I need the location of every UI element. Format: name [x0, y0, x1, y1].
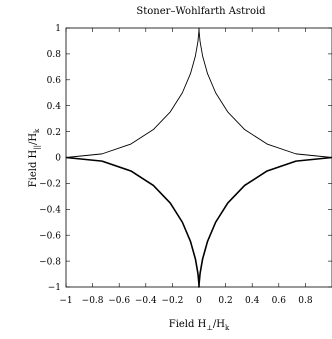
- series-line-lower: [65, 156, 332, 288]
- y-axis-label-slash: /H: [28, 133, 39, 145]
- y-tick-labels: −1 −0.8 −0.6 −0.4 −0.2 0 0.2 0.4 0.6 0.8 1: [39, 24, 61, 293]
- y-tick-label: 0.4: [47, 102, 62, 112]
- y-tick-label: −0.4: [39, 206, 61, 216]
- x-tick-label: −1: [59, 296, 72, 306]
- y-tick-label: −0.2: [39, 180, 61, 190]
- y-tick-label: 0.2: [47, 128, 61, 138]
- x-axis-label-sub2: k: [225, 324, 230, 332]
- x-tick-labels: −1 −0.8 −0.6 −0.4 −0.2 0 0.2 0.4 0.6 0.8: [59, 296, 312, 306]
- x-tick-label: −0.4: [135, 296, 157, 306]
- y-axis-label-sub: ||: [33, 145, 41, 150]
- chart-title: Stoner–Wohlfarth Astroid: [136, 6, 266, 17]
- y-tick-label: −1: [48, 283, 61, 293]
- x-tick-label: 0.8: [298, 296, 313, 306]
- x-tick-label: −0.8: [82, 296, 104, 306]
- y-tick-label: −0.8: [39, 257, 61, 267]
- y-tick-label: 0: [55, 154, 61, 164]
- y-axis-label-sub2: k: [33, 128, 41, 133]
- x-tick-label: −0.6: [108, 296, 130, 306]
- x-tick-label: −0.2: [161, 296, 183, 306]
- y-tick-label: −0.6: [39, 231, 61, 241]
- x-axis-label: Field H⊥/Hk: [169, 319, 230, 332]
- x-axis-label-sub: ⊥: [206, 324, 213, 332]
- y-tick-label: 1: [55, 24, 61, 34]
- axis-ticks: [65, 27, 332, 288]
- y-tick-label: 0.6: [47, 76, 62, 86]
- y-axis-label: Field H||/Hk: [28, 128, 41, 187]
- y-tick-label: 0.8: [47, 50, 62, 60]
- plot-frame: [65, 27, 332, 288]
- y-axis-label-main: Field H: [28, 149, 39, 187]
- series-line-upper: [65, 27, 332, 158]
- series-group: [65, 27, 332, 288]
- x-axis-label-slash: /H: [213, 319, 225, 330]
- x-tick-label: 0.4: [245, 296, 260, 306]
- x-tick-label: 0.2: [218, 296, 232, 306]
- x-axis-label-main: Field H: [169, 319, 207, 330]
- x-tick-label: 0.6: [272, 296, 287, 306]
- x-tick-label: 0: [196, 296, 202, 306]
